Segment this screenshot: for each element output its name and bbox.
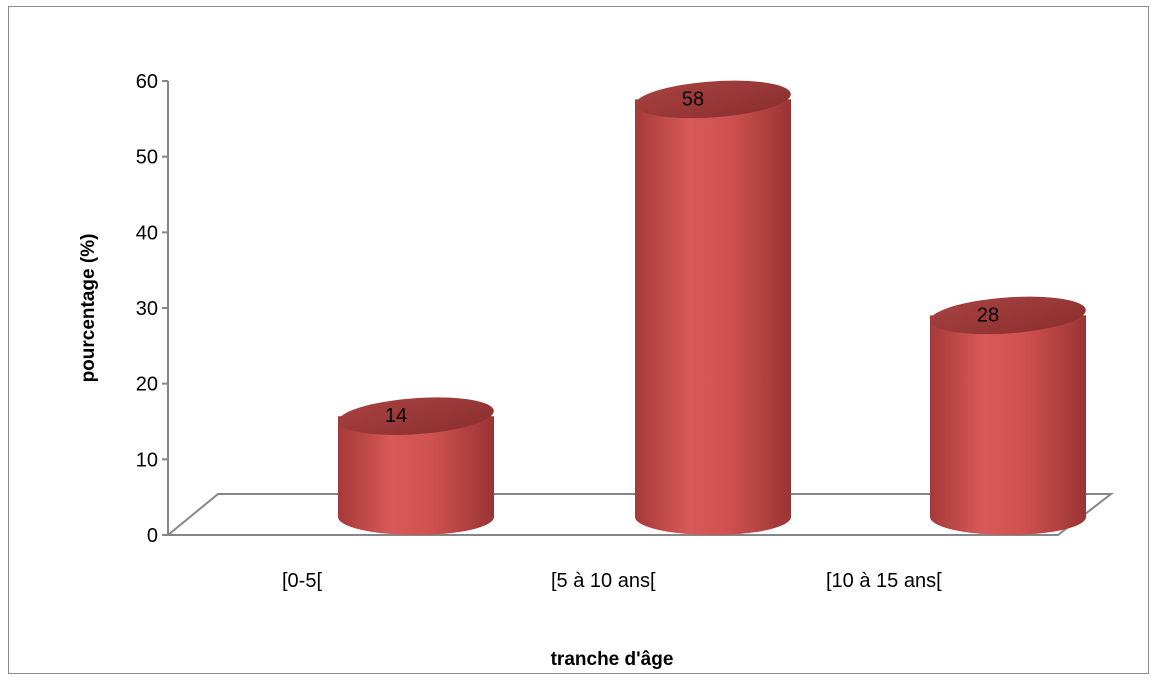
bar-top (338, 397, 494, 435)
y-tick-label: 30 (136, 298, 158, 320)
x-category-label: [10 à 15 ans[ (826, 570, 942, 592)
y-tick-label: 50 (136, 147, 158, 169)
y-tick-label: 40 (136, 222, 158, 244)
bar-top (930, 296, 1086, 335)
x-category-label: [5 à 10 ans[ (551, 570, 656, 592)
bars (338, 80, 1086, 536)
bar (338, 397, 494, 535)
data-labels: 14 58 28 (385, 88, 999, 427)
y-tick-label: 60 (136, 71, 158, 93)
bar-body (635, 99, 791, 536)
x-category-label: [0-5[ (282, 570, 322, 592)
y-tick-label: 20 (136, 374, 158, 396)
y-tick-label: 0 (147, 525, 158, 547)
bar (930, 296, 1086, 535)
bar (635, 80, 791, 536)
x-axis-title: tranche d'âge (551, 649, 674, 670)
bar-body (930, 315, 1086, 535)
y-axis-title: pourcentage (%) (78, 234, 99, 383)
data-label: 14 (385, 405, 407, 427)
bar-top (635, 80, 791, 119)
x-categories: [0-5[ [5 à 10 ans[ [10 à 15 ans[ (282, 570, 942, 592)
y-ticks: 0 10 20 30 40 50 60 (136, 71, 168, 547)
data-label: 28 (977, 304, 999, 326)
data-label: 58 (682, 88, 704, 110)
y-tick-label: 10 (136, 449, 158, 471)
bar-body (338, 416, 494, 535)
